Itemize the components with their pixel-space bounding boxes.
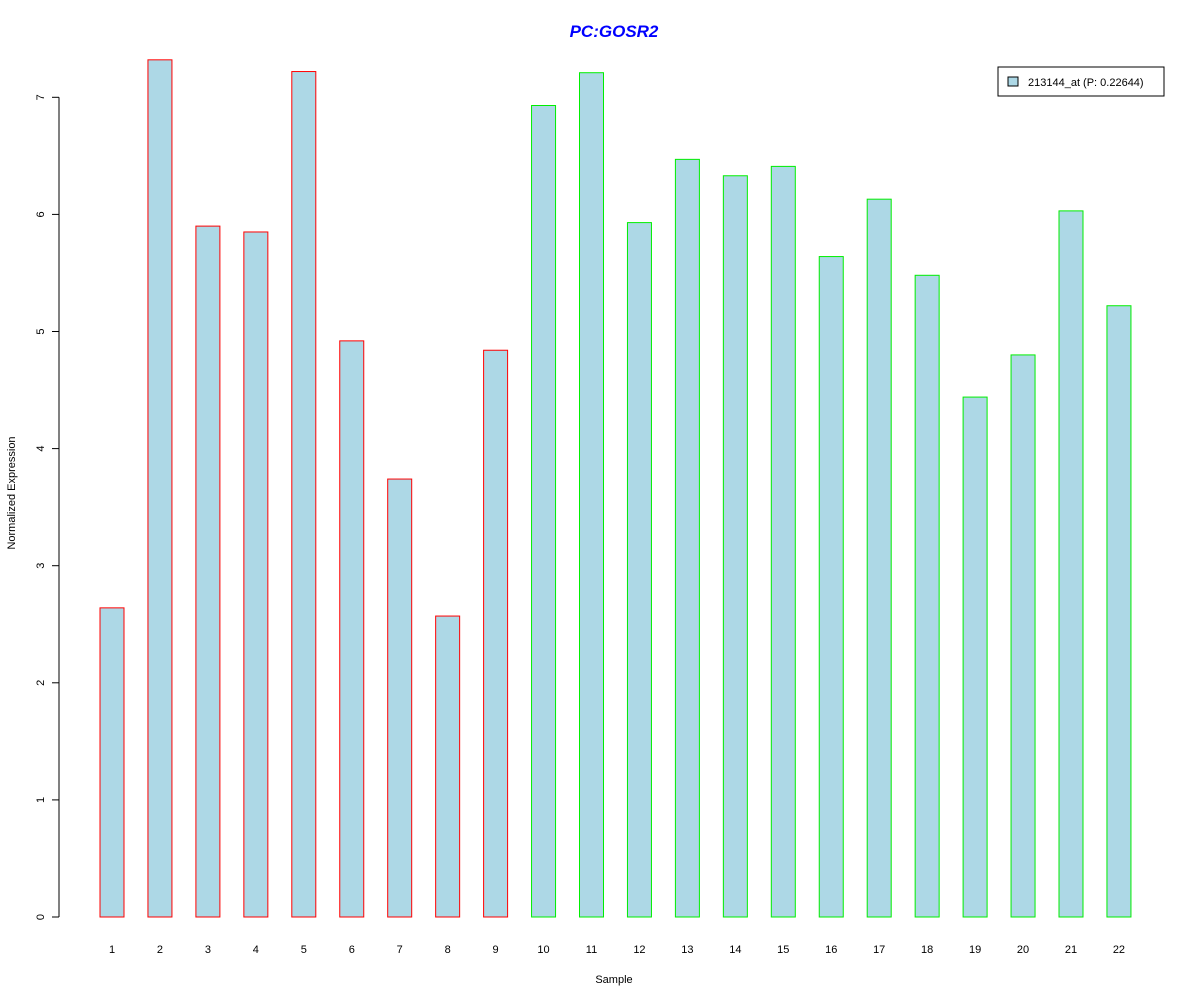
x-tick-label: 8 [445,944,451,956]
x-tick-label: 18 [921,944,933,956]
x-axis-label: Sample [595,974,632,986]
x-tick-label: 14 [729,944,741,956]
bar-sample-10 [531,105,557,918]
bars-group [99,59,1132,918]
bar-sample-19 [962,396,988,918]
legend-box [997,66,1165,97]
y-axis: 0 1 2 3 4 5 6 7 [35,94,60,920]
y-axis-label: Normalized Expression [6,436,18,549]
y-tick-label: 0 [35,914,47,920]
bar-sample-12 [626,222,652,918]
bar-sample-18 [914,274,940,918]
x-tick-label: 2 [157,944,163,956]
bar-sample-14 [722,175,748,918]
bar-sample-3 [195,225,221,918]
x-tick-label: 12 [633,944,645,956]
bar-sample-15 [770,165,796,918]
y-tick-label: 5 [35,328,47,334]
x-tick-label: 7 [397,944,403,956]
x-tick-label: 22 [1113,944,1125,956]
chart-title: PC:GOSR2 [570,22,659,41]
legend: 213144_at (P: 0.22644) [997,66,1165,97]
x-tick-label: 11 [586,944,597,956]
bar-sample-4 [243,231,269,918]
y-tick-label: 3 [35,563,47,569]
x-tick-labels: 1 2 3 4 5 6 7 8 9 10 11 12 13 14 15 16 17 18 19 20 21 22 [109,944,1125,956]
y-tick-label: 6 [35,211,47,217]
bar-sample-22 [1106,305,1132,918]
x-tick-label: 15 [777,944,789,956]
bar-sample-11 [579,72,604,918]
bar-sample-1 [99,607,125,918]
bar-sample-9 [483,349,509,918]
y-tick-label: 7 [35,94,47,100]
bar-sample-7 [387,478,413,918]
x-tick-label: 13 [681,944,693,956]
legend-label: 213144_at (P: 0.22644) [1028,77,1144,89]
x-tick-label: 21 [1065,944,1077,956]
x-tick-label: 10 [537,944,549,956]
x-tick-label: 4 [253,944,259,956]
x-tick-label: 20 [1017,944,1029,956]
bar-sample-21 [1058,210,1084,918]
x-tick-label: 16 [825,944,837,956]
bar-sample-13 [674,158,700,918]
bar-sample-5 [291,71,317,918]
x-tick-label: 9 [493,944,499,956]
bar-sample-20 [1010,354,1036,918]
x-tick-label: 17 [873,944,885,956]
x-tick-label: 6 [349,944,355,956]
y-tick-label: 2 [35,680,47,686]
bar-sample-17 [866,198,892,918]
y-tick-label: 1 [35,797,47,803]
x-tick-label: 3 [205,944,211,956]
legend-swatch [1007,76,1019,87]
y-tick-label: 4 [35,446,47,452]
bar-sample-6 [339,340,365,918]
bar-sample-2 [147,59,173,918]
bar-sample-8 [435,615,461,918]
x-tick-label: 5 [301,944,307,956]
x-tick-label: 19 [969,944,981,956]
x-tick-label: 1 [109,944,115,956]
bar-sample-16 [818,256,844,918]
